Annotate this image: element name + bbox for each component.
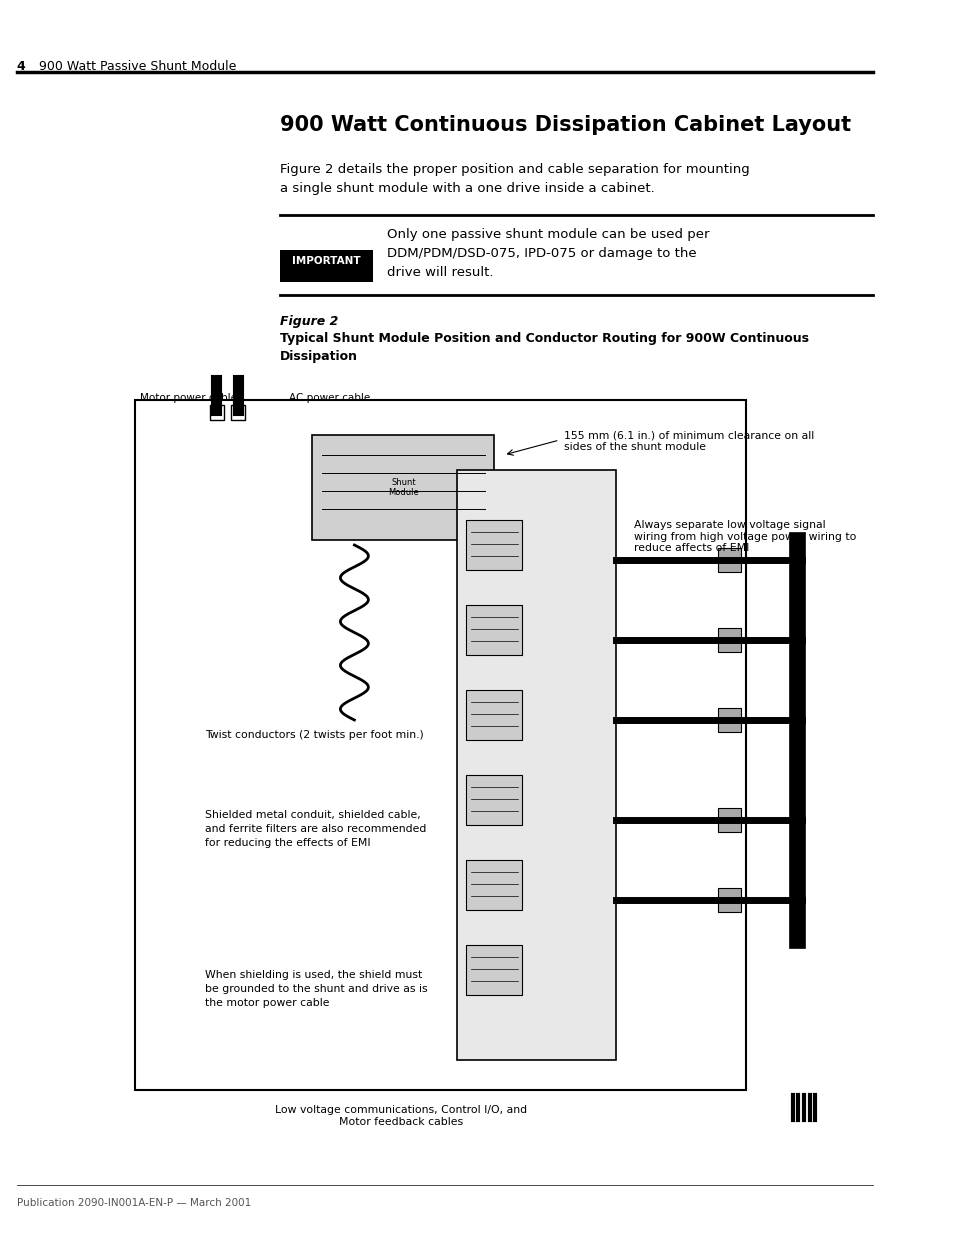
- Text: Twist conductors (2 twists per foot min.): Twist conductors (2 twists per foot min.…: [205, 730, 423, 740]
- Text: Publication 2090-IN001A-EN-P — March 2001: Publication 2090-IN001A-EN-P — March 200…: [17, 1198, 251, 1208]
- Bar: [718, 808, 740, 832]
- Text: AC power cable: AC power cable: [289, 393, 370, 403]
- Text: Figure 2 details the proper position and cable separation for mounting
a single : Figure 2 details the proper position and…: [279, 163, 749, 195]
- Bar: [231, 405, 245, 420]
- Bar: [718, 548, 740, 572]
- Text: 900 Watt Continuous Dissipation Cabinet Layout: 900 Watt Continuous Dissipation Cabinet …: [279, 115, 850, 135]
- Bar: [279, 249, 373, 282]
- Text: 900 Watt Passive Shunt Module: 900 Watt Passive Shunt Module: [39, 61, 236, 73]
- Text: Typical Shunt Module Position and Conductor Routing for 900W Continuous
Dissipat: Typical Shunt Module Position and Conduc…: [279, 332, 808, 363]
- Bar: [466, 605, 521, 655]
- Bar: [135, 400, 745, 1091]
- Bar: [312, 435, 494, 540]
- Text: Shielded metal conduit, shielded cable,
and ferrite filters are also recommended: Shielded metal conduit, shielded cable, …: [205, 810, 426, 848]
- Text: Motor power cable: Motor power cable: [140, 393, 236, 403]
- Text: Shunt
Module: Shunt Module: [388, 478, 418, 498]
- Text: Low voltage communications, Control I/O, and
Motor feedback cables: Low voltage communications, Control I/O,…: [274, 1105, 527, 1126]
- Bar: [466, 860, 521, 910]
- Bar: [718, 708, 740, 732]
- Text: Only one passive shunt module can be used per
DDM/PDM/DSD-075, IPD-075 or damage: Only one passive shunt module can be use…: [387, 228, 709, 279]
- Text: 4: 4: [17, 61, 26, 73]
- Bar: [210, 405, 224, 420]
- Text: 155 mm (6.1 in.) of minimum clearance on all
sides of the shunt module: 155 mm (6.1 in.) of minimum clearance on…: [563, 430, 814, 452]
- Bar: [718, 629, 740, 652]
- Text: IMPORTANT: IMPORTANT: [292, 256, 360, 266]
- Bar: [466, 690, 521, 740]
- Bar: [466, 776, 521, 825]
- Bar: [466, 945, 521, 995]
- Text: When shielding is used, the shield must
be grounded to the shunt and drive as is: When shielding is used, the shield must …: [205, 969, 427, 1008]
- Bar: [456, 471, 615, 1060]
- Text: Always separate low voltage signal
wiring from high voltage power wiring to
redu: Always separate low voltage signal wirin…: [634, 520, 856, 553]
- Bar: [466, 520, 521, 571]
- Text: Figure 2: Figure 2: [279, 315, 337, 329]
- Bar: [718, 888, 740, 911]
